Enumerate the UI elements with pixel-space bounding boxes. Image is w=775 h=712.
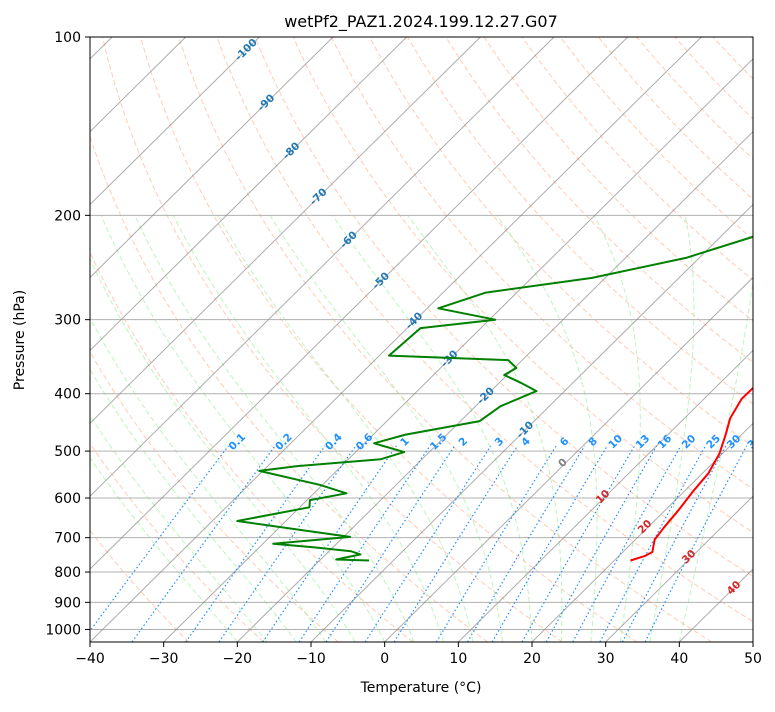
moist-adiabat-line xyxy=(408,215,562,642)
mixing-ratio-line xyxy=(394,446,517,642)
dry-adiabat-line xyxy=(293,37,775,642)
dry-adiabat-label: 20 xyxy=(636,518,655,537)
x-tick-label: −10 xyxy=(296,651,326,667)
mixing-ratio-line xyxy=(522,446,635,642)
y-tick-label: 300 xyxy=(54,313,81,329)
y-tick-label: 100 xyxy=(54,30,81,46)
mixing-ratio-label: 10 xyxy=(606,433,625,452)
y-tick-label: 900 xyxy=(54,595,81,611)
dry-adiabat-line xyxy=(713,37,775,642)
y-tick-label: 600 xyxy=(54,491,81,507)
x-axis-label: Temperature (°C) xyxy=(360,680,482,696)
y-tick-label: 400 xyxy=(54,387,81,403)
dry-adiabats xyxy=(0,37,775,642)
moist-adiabat-line xyxy=(650,215,694,642)
y-tick-label: 500 xyxy=(54,444,81,460)
moist-adiabat-line xyxy=(135,215,414,642)
skewed-isotherm-line xyxy=(16,37,627,642)
mixing-ratio-line xyxy=(82,446,229,642)
skewed-isotherm-line xyxy=(237,37,775,642)
x-tick-label: 40 xyxy=(670,651,688,667)
mixing-ratio-line xyxy=(600,446,706,642)
skewed-isotherm-line xyxy=(0,37,554,642)
y-tick-label: 700 xyxy=(54,531,81,547)
mixing-ratio-label: 3 xyxy=(493,435,507,449)
dry-adiabat-line xyxy=(637,37,775,642)
dry-adiabat-label: 0 xyxy=(556,456,570,470)
moist-adiabat-line xyxy=(44,215,326,642)
skewed-isotherm-line xyxy=(0,37,333,642)
y-axis-ticks: 100 200 300 400 500 600 700 800 900 1000 xyxy=(45,30,90,638)
mixing-ratio-line xyxy=(546,446,656,642)
dry-adiabat-line xyxy=(751,37,775,642)
moist-adiabat-line xyxy=(0,215,237,642)
dry-adiabat-line xyxy=(0,37,338,642)
x-tick-label: 0 xyxy=(380,651,389,667)
mixing-ratio-label: 0.6 xyxy=(354,431,376,453)
mixing-ratio-label: 0.4 xyxy=(323,431,345,453)
mixing-ratio-line xyxy=(622,446,726,642)
x-tick-label: 30 xyxy=(597,651,615,667)
mixing-ratio-line xyxy=(219,446,356,642)
dry-adiabat-line xyxy=(560,37,775,642)
mixing-ratio-label: 0.1 xyxy=(227,431,249,453)
mixing-ratio-label: 8 xyxy=(586,435,600,449)
mixing-ratio-label: 6 xyxy=(558,435,572,449)
dry-adiabat-line xyxy=(331,37,775,642)
mixing-ratio-label: 4 xyxy=(519,435,533,449)
x-tick-label: 10 xyxy=(449,651,467,667)
mixing-ratio-line xyxy=(645,446,746,642)
mixing-ratio-label: 2 xyxy=(457,435,471,449)
x-tick-label: 20 xyxy=(523,651,541,667)
mixing-ratio-label: 1 xyxy=(398,435,412,449)
x-tick-label: −20 xyxy=(223,651,253,667)
mixing-ratio-line xyxy=(436,446,556,642)
skewed-isotherm-line xyxy=(164,37,775,642)
dry-adiabat-line xyxy=(446,37,775,642)
mixing-ratio-line xyxy=(132,446,275,642)
mixing-ratio-label: 16 xyxy=(656,433,675,452)
moist-adiabat-line xyxy=(0,215,267,642)
skewed-isotherm-line xyxy=(90,37,701,642)
dry-adiabat-line xyxy=(26,37,413,642)
chart-title: wetPf2_PAZ1.2024.199.12.27.G07 xyxy=(284,12,558,32)
y-axis-label: Pressure (hPa) xyxy=(12,290,28,390)
dry-adiabat-line xyxy=(64,37,487,642)
dry-adiabat-line xyxy=(484,37,775,642)
dry-adiabat-label: 30 xyxy=(680,548,699,567)
skewed-isotherms xyxy=(0,37,775,642)
moist-adiabat-line xyxy=(101,215,385,642)
y-tick-label: 800 xyxy=(54,565,81,581)
moist-adiabat-line xyxy=(71,215,355,642)
y-tick-label: 1000 xyxy=(45,622,81,638)
x-tick-label: 50 xyxy=(744,651,762,667)
mixing-ratio-line xyxy=(492,446,607,642)
skewed-isotherm-line xyxy=(753,37,775,642)
y-tick-label: 200 xyxy=(54,208,81,224)
x-tick-label: −40 xyxy=(75,651,105,667)
mixing-ratio-label: 36 xyxy=(745,433,764,452)
x-axis-ticks: −40 −30 −20 −10 0 10 20 30 40 50 xyxy=(75,642,762,667)
x-tick-label: −30 xyxy=(149,651,179,667)
mixing-ratio-line xyxy=(365,446,491,642)
